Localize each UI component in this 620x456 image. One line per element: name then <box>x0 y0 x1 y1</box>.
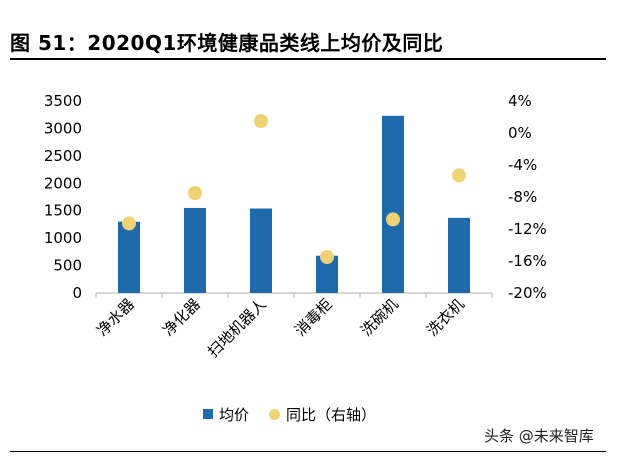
scatter-point <box>452 168 466 183</box>
x-category-label: 洗衣机 <box>423 295 468 340</box>
scatter-point <box>188 186 202 200</box>
y-left-tick-label: 1000 <box>44 229 82 247</box>
scatter-point <box>122 216 136 231</box>
scatter-point <box>320 250 334 264</box>
x-category-label: 扫地机器人 <box>204 295 270 361</box>
x-category-label: 净化器 <box>159 295 204 340</box>
y-right-tick-label: -16% <box>508 252 547 270</box>
y-right-tick-label: -4% <box>508 156 537 174</box>
y-left-tick-label: 2000 <box>44 174 82 192</box>
bar <box>184 207 206 293</box>
legend-bar-swatch <box>203 409 213 419</box>
bar <box>382 115 404 293</box>
legend-dot-label: 同比（右轴） <box>286 405 377 424</box>
bar <box>250 208 272 293</box>
legend-bar-label: 均价 <box>219 405 250 424</box>
y-left-tick-label: 0 <box>72 284 82 302</box>
y-right-tick-label: 0% <box>508 124 532 142</box>
chart-legend: 均价 同比（右轴） <box>0 402 620 426</box>
legend-item-dot: 同比（右轴） <box>269 402 376 426</box>
scatter-point <box>254 114 268 128</box>
figure-title: 图 51：2020Q1环境健康品类线上均价及同比 <box>10 31 444 55</box>
x-category-label: 洗碗机 <box>357 295 402 340</box>
legend-item-bar: 均价 <box>203 402 249 426</box>
y-right-tick-label: 4% <box>508 92 532 110</box>
y-right-tick-label: -8% <box>508 188 537 206</box>
title-rule <box>10 58 606 60</box>
legend-dot-swatch <box>269 408 280 420</box>
bar <box>118 221 140 293</box>
bar <box>448 217 470 293</box>
y-left-tick-label: 3000 <box>44 119 82 137</box>
bar <box>316 255 338 293</box>
y-left-tick-label: 1500 <box>44 202 82 220</box>
y-right-tick-label: -20% <box>508 284 547 302</box>
x-category-label: 净水器 <box>93 295 138 340</box>
y-left-tick-label: 3500 <box>44 92 82 110</box>
scatter-point <box>386 212 400 227</box>
y-left-tick-label: 500 <box>53 257 82 275</box>
y-right-tick-label: -12% <box>508 220 547 238</box>
bottom-rule <box>10 451 606 452</box>
watermark: 头条 @未来智库 <box>484 427 594 445</box>
x-category-label: 消毒柜 <box>291 295 336 340</box>
y-left-tick-label: 2500 <box>44 147 82 165</box>
